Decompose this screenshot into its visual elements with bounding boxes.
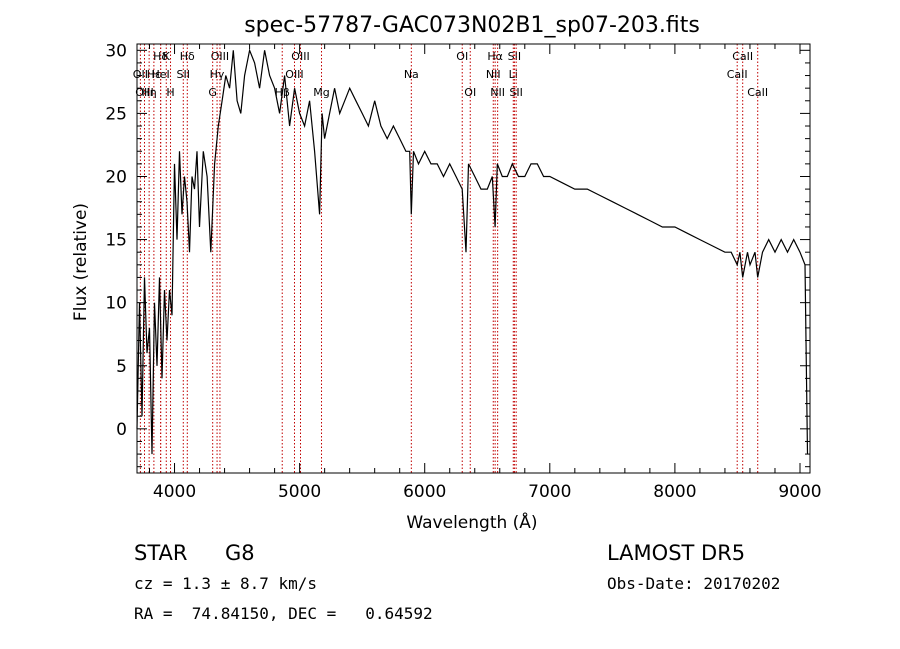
x-tick-label: 6000 — [403, 482, 446, 502]
line-marker-label: Na — [404, 68, 419, 81]
x-tick-label: 8000 — [653, 482, 696, 502]
x-axis-label: Wavelength (Å) — [406, 511, 537, 533]
line-marker-label: SII — [177, 68, 190, 81]
y-axis-label: Flux (relative) — [71, 203, 91, 321]
line-marker-label: NII — [486, 68, 501, 81]
y-tick-label: 25 — [105, 104, 127, 124]
line-marker-label: H — [166, 86, 174, 99]
y-tick-label: 10 — [105, 294, 127, 314]
x-tick-label: 5000 — [278, 482, 321, 502]
x-axis: 4000 5000 6000 7000 8000 9000 — [149, 44, 822, 502]
object-subclass: G8 — [225, 541, 255, 565]
line-marker-label: CaII — [727, 68, 748, 81]
y-axis: 0 5 10 15 20 25 30 — [105, 41, 810, 468]
y-tick-label: 15 — [105, 231, 127, 251]
x-tick-label: 9000 — [778, 482, 821, 502]
x-tick-label: 4000 — [153, 482, 196, 502]
line-marker-label: K — [163, 50, 171, 63]
y-tick-label: 0 — [116, 420, 127, 440]
y-tick-label: 5 — [116, 357, 127, 377]
redshift-velocity: cz = 1.3 ± 8.7 km/s — [134, 574, 318, 593]
line-marker-label: Mg — [313, 86, 329, 99]
line-marker-label: Hα — [487, 50, 503, 63]
line-marker-label: CaII — [732, 50, 753, 63]
line-marker-label: Hη — [142, 86, 157, 99]
line-marker-label: Li — [509, 68, 518, 81]
line-marker-label: OII — [133, 68, 148, 81]
spectrum-line — [136, 48, 809, 455]
line-marker-label: OI — [456, 50, 468, 63]
y-tick-label: 20 — [105, 167, 127, 187]
line-marker-label: HeI — [151, 68, 169, 81]
line-marker-label: OIII — [211, 50, 229, 63]
line-marker-label: Hδ — [180, 50, 195, 63]
line-marker-label: OIII — [135, 86, 153, 99]
line-marker-label: Hε — [147, 68, 161, 81]
line-marker-label: OI — [464, 86, 476, 99]
line-marker-label: CaII — [747, 86, 768, 99]
object-class: STAR — [134, 541, 188, 565]
coordinates: RA = 74.84150, DEC = 0.64592 — [134, 604, 433, 623]
y-tick-label: 30 — [105, 41, 127, 61]
survey-name: LAMOST DR5 — [607, 541, 746, 565]
plot-frame — [136, 43, 811, 474]
observation-date: Obs-Date: 20170202 — [607, 574, 781, 593]
line-marker-label: OIII — [285, 68, 303, 81]
line-marker-label: OIII — [291, 50, 309, 63]
chart-title: spec-57787-GAC073N02B1_sp07-203.fits — [244, 13, 700, 38]
line-marker-label: SII — [509, 86, 522, 99]
x-tick-label: 7000 — [528, 482, 571, 502]
line-marker-label: Hδ — [153, 50, 168, 63]
line-marker-label: NII — [490, 86, 505, 99]
spectrum-layer — [136, 48, 809, 455]
line-marker-label: SII — [508, 50, 521, 63]
line-marker-label: Hγ — [210, 68, 225, 81]
line-marker-label: G — [208, 86, 217, 99]
